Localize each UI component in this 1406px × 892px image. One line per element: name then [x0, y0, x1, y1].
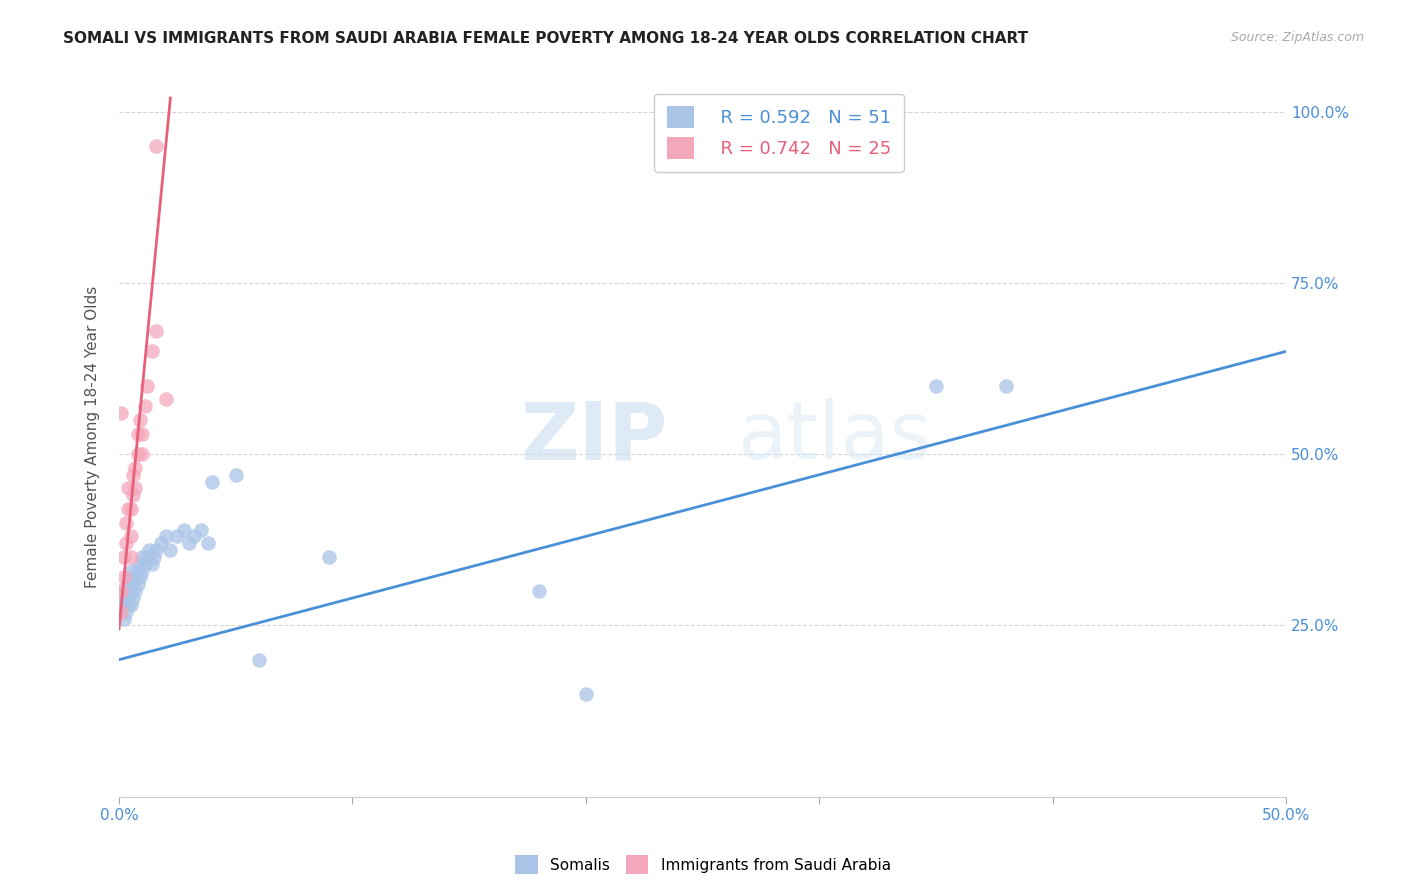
Point: [112, 570, 135, 584]
Point: [117, 577, 139, 591]
Point: [129, 413, 152, 427]
Point: [120, 529, 142, 543]
Point: [110, 584, 132, 599]
Point: [225, 467, 247, 482]
Point: [110, 598, 132, 612]
Point: [141, 344, 163, 359]
Point: [190, 523, 212, 537]
Y-axis label: Female Poverty Among 18-24 Year Olds: Female Poverty Among 18-24 Year Olds: [86, 286, 100, 588]
Point: [115, 598, 138, 612]
Point: [150, 536, 173, 550]
Point: [124, 482, 146, 496]
Point: [124, 461, 146, 475]
Point: [138, 543, 160, 558]
Text: Source: ZipAtlas.com: Source: ZipAtlas.com: [1230, 31, 1364, 45]
Point: [110, 605, 132, 619]
Point: [120, 564, 142, 578]
Point: [131, 549, 153, 564]
Point: [110, 406, 132, 420]
Point: [318, 549, 340, 564]
Point: [115, 516, 138, 530]
Point: [117, 482, 139, 496]
Legend: Somalis, Immigrants from Saudi Arabia: Somalis, Immigrants from Saudi Arabia: [509, 849, 897, 880]
Point: [120, 577, 142, 591]
Point: [122, 488, 145, 502]
Point: [112, 611, 135, 625]
Point: [127, 564, 149, 578]
Point: [112, 549, 135, 564]
Legend:   R = 0.592   N = 51,   R = 0.742   N = 25: R = 0.592 N = 51, R = 0.742 N = 25: [654, 94, 904, 172]
Point: [155, 529, 177, 543]
Point: [112, 591, 135, 605]
Point: [129, 570, 152, 584]
Point: [575, 687, 598, 701]
Point: [112, 584, 135, 599]
Point: [120, 549, 142, 564]
Point: [112, 598, 135, 612]
Point: [197, 536, 219, 550]
Point: [127, 426, 149, 441]
Point: [136, 378, 159, 392]
Point: [115, 584, 138, 599]
Point: [117, 598, 139, 612]
Point: [122, 591, 145, 605]
Text: SOMALI VS IMMIGRANTS FROM SAUDI ARABIA FEMALE POVERTY AMONG 18-24 YEAR OLDS CORR: SOMALI VS IMMIGRANTS FROM SAUDI ARABIA F…: [63, 31, 1028, 46]
Point: [117, 584, 139, 599]
Point: [925, 378, 948, 392]
Point: [127, 577, 149, 591]
Point: [115, 536, 138, 550]
Point: [129, 557, 152, 571]
Point: [143, 549, 166, 564]
Point: [120, 584, 142, 599]
Point: [136, 549, 159, 564]
Point: [145, 543, 167, 558]
Point: [131, 426, 153, 441]
Point: [122, 577, 145, 591]
Point: [994, 378, 1017, 392]
Point: [159, 543, 181, 558]
Point: [120, 502, 142, 516]
Point: [145, 139, 167, 153]
Point: [122, 570, 145, 584]
Point: [131, 447, 153, 461]
Point: [117, 502, 139, 516]
Point: [134, 399, 156, 413]
Point: [120, 598, 142, 612]
Point: [141, 557, 163, 571]
Point: [155, 392, 177, 407]
Point: [173, 523, 195, 537]
Point: [527, 584, 550, 599]
Point: [115, 591, 138, 605]
Point: [122, 467, 145, 482]
Point: [124, 584, 146, 599]
Text: atlas: atlas: [738, 398, 932, 476]
Point: [145, 324, 167, 338]
Point: [110, 605, 132, 619]
Point: [177, 536, 200, 550]
Point: [166, 529, 188, 543]
Point: [183, 529, 205, 543]
Point: [115, 605, 138, 619]
Point: [131, 564, 153, 578]
Point: [127, 447, 149, 461]
Point: [134, 557, 156, 571]
Point: [124, 570, 146, 584]
Point: [247, 653, 270, 667]
Point: [201, 475, 224, 489]
Text: ZIP: ZIP: [520, 398, 668, 476]
